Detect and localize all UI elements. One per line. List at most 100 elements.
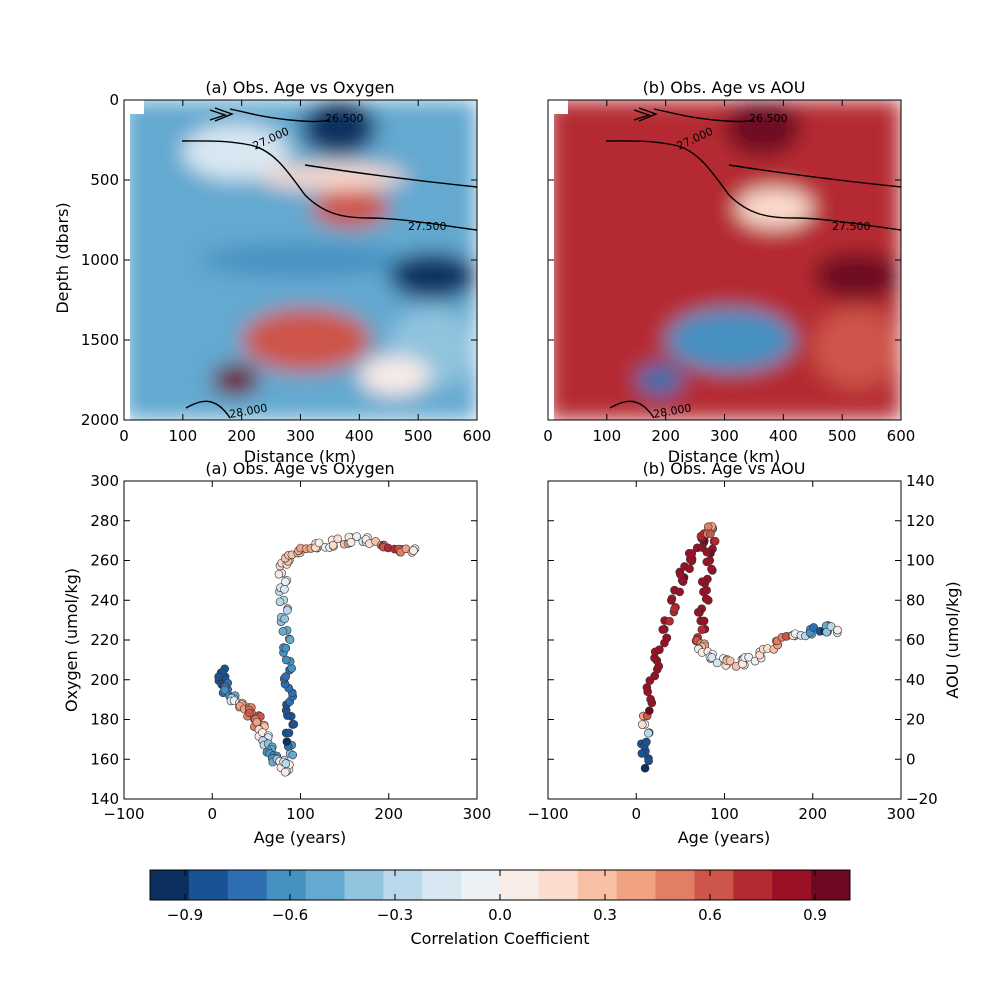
x-tick-label: 400: [345, 427, 374, 445]
contour-label-a-28000: 28.000: [228, 401, 268, 420]
heatmap-region-1: [182, 124, 289, 180]
scatter-point: [289, 719, 299, 729]
x-tick-label: 100: [286, 805, 315, 823]
scatter-point: [676, 570, 685, 579]
axes-frame-d: [547, 480, 902, 800]
x-tick-label: 0: [207, 805, 217, 823]
panel-c-xlabel: Age (years): [254, 828, 347, 847]
colorbar: −0.9 −0.6 −0.3 0.0 0.3 0.6 0.9 Correlation Coe…: [149, 869, 851, 948]
colorbar-tick-label: 0.3: [593, 906, 617, 924]
x-tick-label: 100: [710, 805, 739, 823]
scatter-point: [281, 672, 291, 681]
colorbar-swatch-15: [733, 870, 773, 900]
panel-a-xlabel: Distance (km): [244, 447, 356, 466]
scatter-point: [833, 625, 842, 635]
scatter-point: [220, 685, 230, 695]
y-tick-label: 60: [906, 631, 925, 649]
y-tick-label: 260: [90, 552, 119, 570]
panel-b-xlabel: Distance (km): [668, 447, 780, 466]
colorbar-swatch-10: [538, 870, 579, 900]
colorbar-swatch-5: [344, 870, 384, 900]
scatter-point: [725, 656, 735, 666]
colorbar-tick-label: 0.0: [488, 906, 512, 924]
heatmap-region-7: [636, 364, 684, 396]
y-tick-label: 140: [90, 790, 119, 808]
scatter-point: [281, 643, 291, 653]
scatter-point: [707, 564, 716, 574]
scatter-point: [275, 597, 285, 607]
y-tick-label: 40: [906, 671, 925, 689]
x-tick-label: 200: [227, 427, 256, 445]
scatter-point: [697, 577, 707, 586]
scatter-points-aou: [637, 521, 842, 773]
colorbar-swatch-8: [461, 870, 501, 900]
scatter-point: [670, 604, 679, 614]
panel-d-scatter: (b) Obs. Age vs AOU Age (years) AOU (umo…: [527, 459, 962, 847]
heatmap-region-6: [812, 308, 901, 388]
panel-a-ticks: 0 100 200 300 400 500 600 0 500 1000 1500 2000: [81, 91, 492, 445]
scatter-point: [667, 596, 676, 605]
colorbar-swatch-6: [383, 870, 423, 900]
scatter-point: [314, 538, 324, 548]
colorbar-tick-label: −0.3: [377, 906, 413, 924]
density-contours-b: [605, 107, 901, 419]
colorbar-swatch-2: [227, 870, 268, 900]
colorbar-swatch-4: [305, 870, 345, 900]
colorbar-tick-label: 0.6: [698, 906, 722, 924]
scatter-point: [352, 532, 361, 541]
heatmap-region-1: [606, 124, 713, 180]
colorbar-swatch-3: [266, 870, 307, 900]
x-tick-label: 300: [286, 427, 315, 445]
scatter-point: [283, 606, 292, 615]
panel-b-ticks: 0 100 200 300 400 500 600: [543, 99, 915, 445]
heatmap-region-2: [312, 188, 389, 228]
x-tick-label: 400: [769, 427, 798, 445]
y-tick-label: 140: [906, 472, 935, 490]
scatter-point: [822, 627, 831, 637]
heatmap-region-5: [388, 252, 477, 300]
colorbar-tick-label: −0.9: [167, 906, 203, 924]
contour-label-b-26500: 26.500: [749, 112, 788, 125]
panel-a-title: (a) Obs. Age vs Oxygen: [205, 78, 394, 97]
scatter-point: [245, 708, 254, 718]
scatter-point: [744, 652, 753, 662]
heatmap-region-8: [212, 364, 260, 396]
panel-c-scatter: (a) Obs. Age vs Oxygen Age (years) Oxyge…: [62, 459, 491, 847]
scatter-point: [702, 547, 712, 557]
heatmap-region-3: [624, 244, 831, 276]
contour-label-b-28000: 28.000: [652, 401, 692, 420]
scatter-point: [685, 564, 694, 574]
y-tick-label: 100: [906, 552, 935, 570]
contour-label-b-27500: 27.500: [832, 220, 871, 233]
scatter-point: [706, 529, 715, 539]
x-tick-label: 0: [631, 805, 641, 823]
heatmap-region-4: [812, 252, 901, 300]
scatter-point: [280, 767, 290, 777]
colorbar-ticks: −0.9 −0.6 −0.3 0.0 0.3 0.6 0.9: [167, 870, 827, 924]
colorbar-swatch-12: [616, 870, 657, 900]
y-tick-label: 2000: [81, 411, 119, 429]
x-tick-label: 200: [798, 805, 827, 823]
heatmap-region-5: [665, 308, 796, 372]
scatter-point: [252, 717, 262, 727]
scatter-point: [346, 537, 356, 547]
heatmap-a-field: 27.000 26.500 27.500 28.000: [124, 100, 477, 420]
y-tick-label: 180: [90, 711, 119, 729]
scatter-point: [707, 653, 717, 662]
colorbar-swatch-14: [694, 870, 734, 900]
y-tick-label: −20: [906, 790, 938, 808]
scatter-point: [699, 616, 709, 626]
scatter-point: [687, 549, 697, 558]
panel-c-title: (a) Obs. Age vs Oxygen: [205, 459, 394, 478]
colorbar-label: Correlation Coefficient: [410, 929, 589, 948]
scatter-point: [644, 728, 653, 738]
x-tick-label: −100: [103, 805, 144, 823]
y-tick-label: 200: [90, 671, 119, 689]
heatmap-region-4: [200, 244, 407, 276]
colorbar-swatch-16: [772, 870, 812, 900]
x-tick-label: −100: [527, 805, 568, 823]
colorbar-swatch-11: [577, 870, 618, 900]
scatter-point: [281, 577, 290, 586]
scatter-point: [637, 720, 647, 729]
axes-frame-c: [123, 480, 478, 800]
